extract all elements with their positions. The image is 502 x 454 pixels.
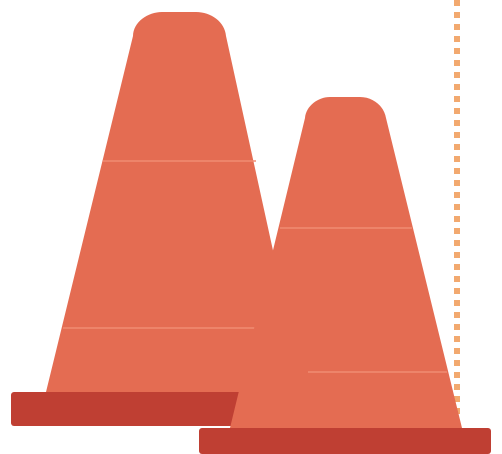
- traffic-cone-small-base: [199, 428, 491, 454]
- traffic-cone-large: [11, 12, 304, 426]
- traffic-cone-large-body: [46, 12, 304, 392]
- traffic-cone-small-body: [230, 97, 462, 428]
- traffic-cone-small: [199, 97, 491, 454]
- traffic-cone-large-base: [11, 392, 263, 426]
